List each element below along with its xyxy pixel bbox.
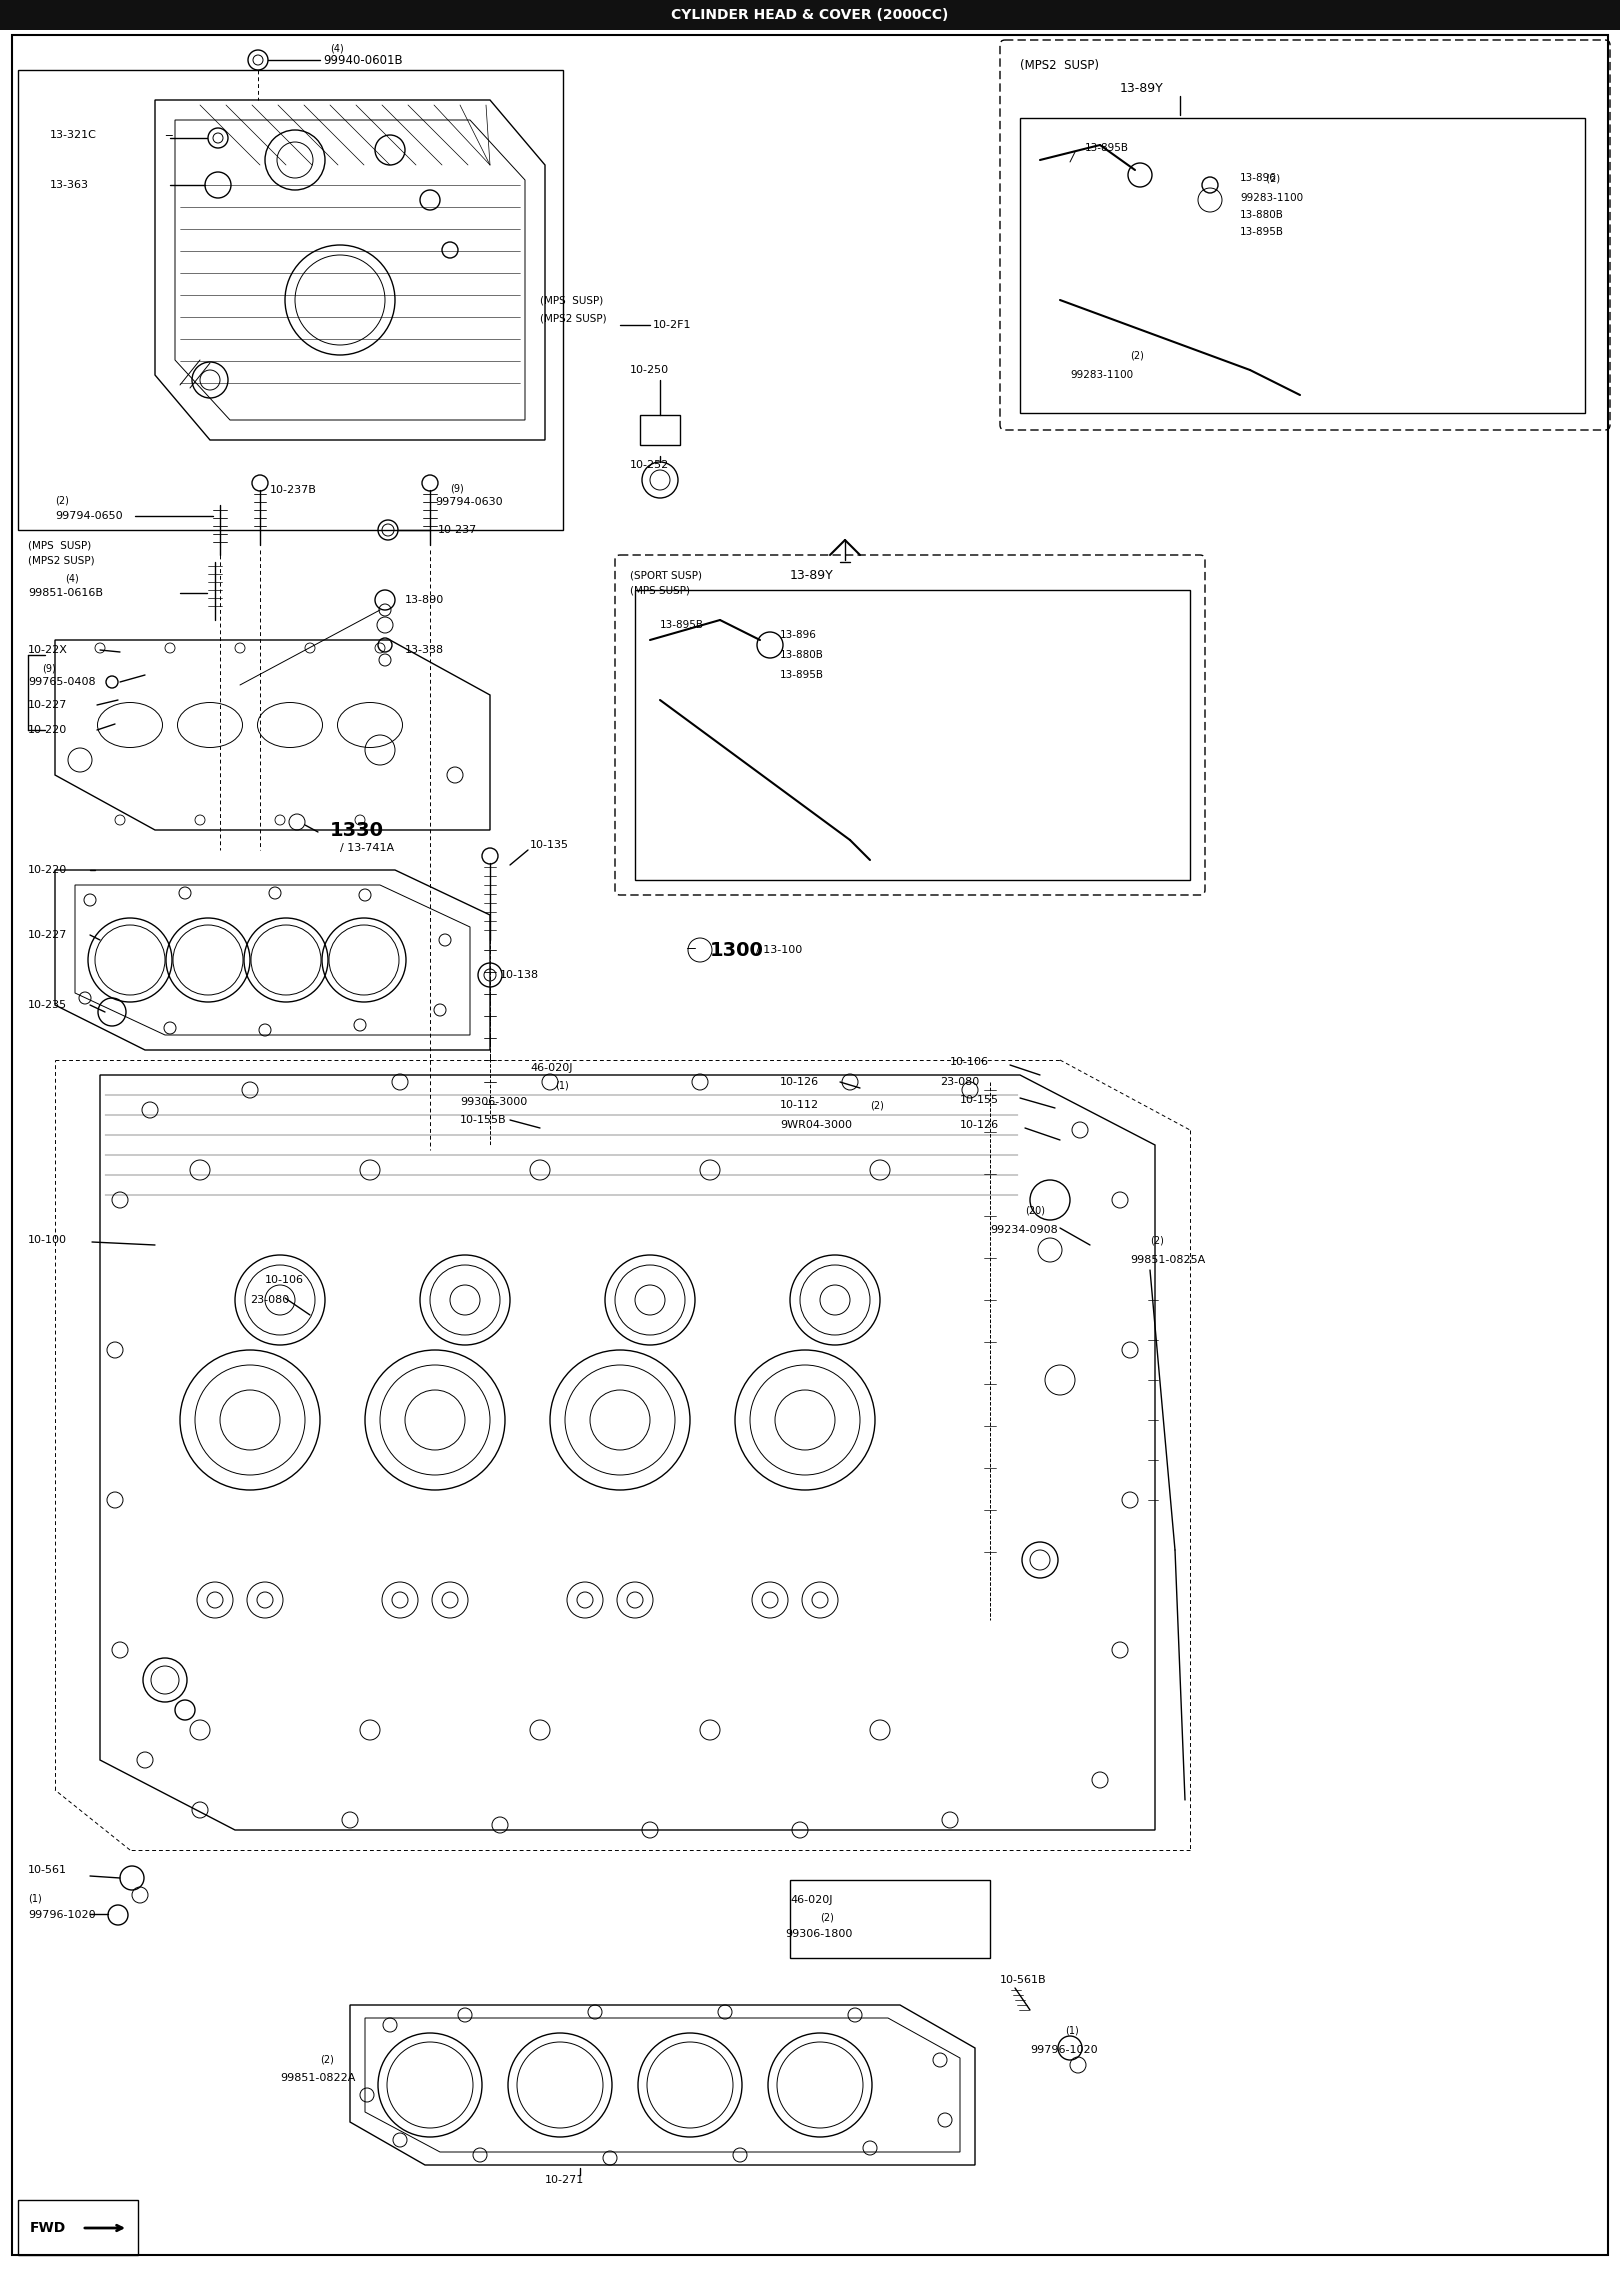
Text: 13-896: 13-896 <box>1239 173 1277 182</box>
Text: 10-126: 10-126 <box>961 1120 1000 1129</box>
Text: 10-135: 10-135 <box>530 840 569 849</box>
Text: 99851-0822A: 99851-0822A <box>280 2073 355 2083</box>
Text: 23-080: 23-080 <box>940 1077 978 1088</box>
Bar <box>1021 118 1584 412</box>
Text: 10-271: 10-271 <box>544 2176 585 2185</box>
Text: 10-250: 10-250 <box>630 364 669 376</box>
Bar <box>791 1880 990 1957</box>
Text: (SPORT SUSP): (SPORT SUSP) <box>630 569 701 580</box>
Text: 99794-0650: 99794-0650 <box>55 512 123 521</box>
Text: 13-89Y: 13-89Y <box>791 569 834 580</box>
Text: (2): (2) <box>1260 173 1280 182</box>
Text: 10-227: 10-227 <box>28 931 68 940</box>
Text: (9): (9) <box>42 662 55 674</box>
Text: 10-561B: 10-561B <box>1000 1976 1047 1985</box>
Text: 13-89Y: 13-89Y <box>1119 82 1163 96</box>
Text: 13-338: 13-338 <box>405 644 444 655</box>
Text: 10-106: 10-106 <box>949 1056 988 1067</box>
Text: FWD: FWD <box>31 2221 66 2235</box>
Text: 10-155: 10-155 <box>961 1095 1000 1106</box>
Text: (2): (2) <box>55 494 70 505</box>
Text: 10-22X: 10-22X <box>28 644 68 655</box>
Text: / 13-100: / 13-100 <box>757 945 802 956</box>
Text: 13-363: 13-363 <box>50 180 89 189</box>
Text: (MPS SUSP): (MPS SUSP) <box>630 585 690 594</box>
Bar <box>640 414 680 446</box>
Text: 1300: 1300 <box>710 940 765 960</box>
Text: 23-080: 23-080 <box>249 1295 290 1304</box>
Text: 13-321C: 13-321C <box>50 130 97 141</box>
Text: 10-220: 10-220 <box>28 865 68 874</box>
Bar <box>635 589 1191 881</box>
Bar <box>18 71 564 530</box>
Text: 9WR04-3000: 9WR04-3000 <box>779 1120 852 1129</box>
Text: (2): (2) <box>1150 1236 1163 1245</box>
Text: (4): (4) <box>330 43 343 52</box>
Text: 10-237: 10-237 <box>437 526 478 535</box>
Text: 10-112: 10-112 <box>779 1099 820 1111</box>
Text: 99765-0408: 99765-0408 <box>28 676 96 687</box>
Text: 10-561: 10-561 <box>28 1864 66 1875</box>
Text: 99306-3000: 99306-3000 <box>460 1097 526 1106</box>
Text: 99851-0825A: 99851-0825A <box>1131 1254 1205 1265</box>
Text: 99234-0908: 99234-0908 <box>990 1224 1058 1236</box>
Text: 13-896: 13-896 <box>779 630 816 640</box>
Text: 10-100: 10-100 <box>28 1236 66 1245</box>
Text: CYLINDER HEAD & COVER (2000CC): CYLINDER HEAD & COVER (2000CC) <box>671 9 949 23</box>
Text: (2): (2) <box>1131 351 1144 360</box>
Text: (MPS2 SUSP): (MPS2 SUSP) <box>539 314 606 323</box>
Text: (MPS  SUSP): (MPS SUSP) <box>28 539 91 551</box>
Bar <box>18 2201 138 2256</box>
Text: (9): (9) <box>450 483 463 494</box>
Text: / 13-741A: / 13-741A <box>340 842 394 854</box>
Text: (MPS  SUSP): (MPS SUSP) <box>539 296 603 305</box>
Bar <box>0 0 1620 30</box>
Text: 13-895B: 13-895B <box>1239 228 1285 237</box>
Text: 10-252: 10-252 <box>630 460 669 471</box>
Text: 13-880B: 13-880B <box>1239 209 1285 221</box>
Text: 99794-0630: 99794-0630 <box>436 496 502 508</box>
Text: 10-126: 10-126 <box>779 1077 820 1088</box>
Text: 46-020J: 46-020J <box>530 1063 572 1072</box>
Text: (4): (4) <box>65 574 79 583</box>
Text: 1330: 1330 <box>330 822 384 840</box>
Text: (1): (1) <box>556 1081 569 1090</box>
Text: 13-895B: 13-895B <box>659 619 705 630</box>
Text: (2): (2) <box>820 1912 834 1921</box>
Text: 13-890: 13-890 <box>405 594 444 605</box>
Text: (2): (2) <box>321 2055 334 2064</box>
Text: (20): (20) <box>1025 1204 1045 1215</box>
Text: (1): (1) <box>1064 2026 1079 2035</box>
Text: 10-138: 10-138 <box>501 970 539 981</box>
Text: 99306-1800: 99306-1800 <box>786 1930 852 1939</box>
Text: 10-237B: 10-237B <box>271 485 318 494</box>
Text: ─: ─ <box>165 130 172 141</box>
Text: (MPS2  SUSP): (MPS2 SUSP) <box>1021 59 1098 71</box>
Text: 10-155B: 10-155B <box>460 1115 507 1124</box>
Text: 99796-1020: 99796-1020 <box>28 1910 96 1921</box>
Text: 99851-0616B: 99851-0616B <box>28 587 104 599</box>
Text: 46-020J: 46-020J <box>791 1896 833 1905</box>
Text: 10-2F1: 10-2F1 <box>653 321 692 330</box>
Text: (2): (2) <box>870 1099 885 1111</box>
Text: 10-220: 10-220 <box>28 726 68 735</box>
Text: (MPS2 SUSP): (MPS2 SUSP) <box>28 555 94 564</box>
Text: 13-895B: 13-895B <box>779 669 825 681</box>
Text: (1): (1) <box>28 1894 42 1903</box>
Text: 13-895B: 13-895B <box>1085 143 1129 152</box>
Text: 10-106: 10-106 <box>266 1275 305 1286</box>
Text: 99796-1020: 99796-1020 <box>1030 2046 1098 2055</box>
Text: 10-227: 10-227 <box>28 701 68 710</box>
Text: 99283-1100: 99283-1100 <box>1069 371 1132 380</box>
Text: 99940-0601B: 99940-0601B <box>322 55 403 66</box>
Text: 13-880B: 13-880B <box>779 651 825 660</box>
Text: 10-235: 10-235 <box>28 999 66 1011</box>
Text: 99283-1100: 99283-1100 <box>1239 193 1302 203</box>
